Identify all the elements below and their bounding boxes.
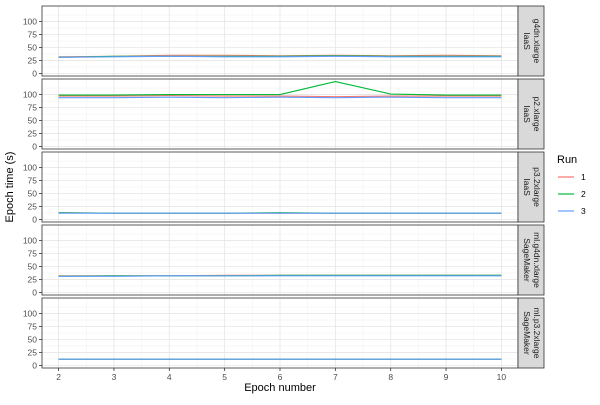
facet-strip-label: SageMaker (522, 311, 532, 355)
y-tick-label: 50 (28, 334, 38, 344)
y-tick-label: 100 (23, 236, 37, 246)
facet-strip-label: IaaS (522, 105, 532, 123)
facet-strip (517, 224, 545, 296)
facet-panel-3: 0 25 50 75 100 IaaS p3.2xlarge (23, 151, 545, 224)
x-tick-label: 3 (112, 372, 117, 382)
x-tick-label: 5 (222, 372, 227, 382)
y-tick-label: 25 (28, 274, 38, 284)
x-tick-label: 2 (56, 372, 61, 382)
y-axis-title: Epoch time (s) (4, 152, 16, 223)
y-tick-label: 50 (28, 42, 38, 52)
y-tick-label: 75 (28, 30, 38, 40)
y-tick-label: 0 (32, 141, 37, 151)
facet-strip-label: SageMaker (522, 238, 532, 282)
y-tick-label: 75 (28, 176, 38, 186)
y-tick-label: 75 (28, 249, 38, 259)
y-tick-label: 50 (28, 115, 38, 125)
legend: Run 1 2 3 (557, 154, 586, 216)
y-tick-label: 75 (28, 322, 38, 332)
facet-panel-5: 0 25 50 75 100 SageMaker ml.p3.2xlarge (23, 297, 545, 370)
series-line-run-3 (58, 275, 502, 277)
facet-panel-4: 0 25 50 75 100 SageMaker ml.g4dn.xlarge (23, 224, 545, 297)
x-tick-label: 4 (167, 372, 172, 382)
facet-panel-1: 0 25 50 75 100 IaaS g4dn.xlarge (23, 5, 545, 78)
x-tick-label: 10 (497, 372, 507, 382)
facet-strip-label: ml.p3.2xlarge (532, 307, 542, 358)
facet-panel-2: 0 25 50 75 100 IaaS p2.xlarge (23, 78, 545, 151)
y-tick-label: 50 (28, 188, 38, 198)
facet-strip (517, 151, 545, 223)
x-tick-label: 6 (278, 372, 283, 382)
y-tick-label: 100 (23, 163, 37, 173)
facet-strip-label: IaaS (522, 32, 532, 50)
facet-strip (517, 78, 545, 150)
y-tick-label: 25 (28, 128, 38, 138)
facet-strip-label: IaaS (522, 178, 532, 196)
x-tick-label: 8 (388, 372, 393, 382)
facet-strip-label: p2.xlarge (532, 97, 542, 132)
legend-title: Run (557, 154, 577, 166)
facet-strip (517, 5, 545, 77)
y-tick-label: 25 (28, 55, 38, 65)
series-line-run-3 (58, 55, 502, 58)
series-line-run-2 (58, 81, 502, 96)
facet-strip-label: ml.g4dn.xlarge (532, 232, 542, 288)
y-tick-label: 0 (32, 68, 37, 78)
facet-strip (517, 297, 545, 369)
x-axis-title: Epoch number (244, 382, 316, 394)
y-tick-label: 100 (23, 309, 37, 319)
facet-strip-label: g4dn.xlarge (532, 19, 542, 64)
facet-strip-label: p3.2xlarge (532, 167, 542, 207)
y-tick-label: 0 (32, 214, 37, 224)
series-line-run-3 (58, 96, 502, 99)
legend-label: 2 (581, 189, 586, 199)
y-tick-label: 0 (32, 360, 37, 370)
legend-label: 3 (581, 206, 586, 216)
x-tick-label: 7 (333, 372, 338, 382)
y-tick-label: 100 (23, 17, 37, 27)
legend-label: 1 (581, 172, 586, 182)
y-tick-label: 75 (28, 103, 38, 113)
y-tick-label: 0 (32, 287, 37, 297)
y-tick-label: 25 (28, 347, 38, 357)
series-line-run-1 (58, 95, 502, 98)
y-tick-label: 25 (28, 201, 38, 211)
y-tick-label: 50 (28, 261, 38, 271)
y-tick-label: 100 (23, 90, 37, 100)
x-tick-label: 9 (444, 372, 449, 382)
